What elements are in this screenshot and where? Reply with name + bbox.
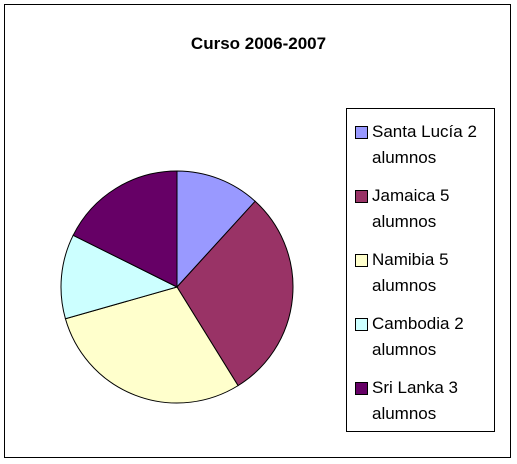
chart-title: Curso 2006-2007 — [190, 34, 327, 53]
legend-swatch — [355, 318, 368, 331]
legend-entry: Sri Lanka 3 alumnos — [355, 375, 488, 439]
legend-swatch — [355, 126, 368, 139]
legend-swatch — [355, 254, 368, 267]
legend-label: Santa Lucía 2 alumnos — [372, 122, 477, 167]
pie-slice — [64, 286, 239, 404]
legend-swatch — [355, 382, 368, 395]
legend: Santa Lucía 2 alumnos Jamaica 5 alumnos Na… — [346, 108, 495, 432]
pie-slice — [60, 234, 179, 320]
chart-frame — [4, 4, 511, 458]
legend-swatch — [355, 190, 368, 203]
pie-slice — [176, 200, 294, 387]
legend-label: Cambodia 2 alumnos — [372, 314, 464, 359]
legend-entry: Cambodia 2 alumnos — [355, 311, 488, 375]
legend-entry: Jamaica 5 alumnos — [355, 183, 488, 247]
legend-label: Namibia 5 alumnos — [372, 250, 449, 295]
legend-label: Jamaica 5 alumnos — [372, 186, 450, 231]
legend-entry: Santa Lucía 2 alumnos — [355, 119, 488, 183]
pie-slice — [176, 170, 256, 289]
legend-entry: Namibia 5 alumnos — [355, 247, 488, 311]
pie-slice — [72, 170, 178, 288]
legend-label: Sri Lanka 3 alumnos — [372, 378, 458, 423]
